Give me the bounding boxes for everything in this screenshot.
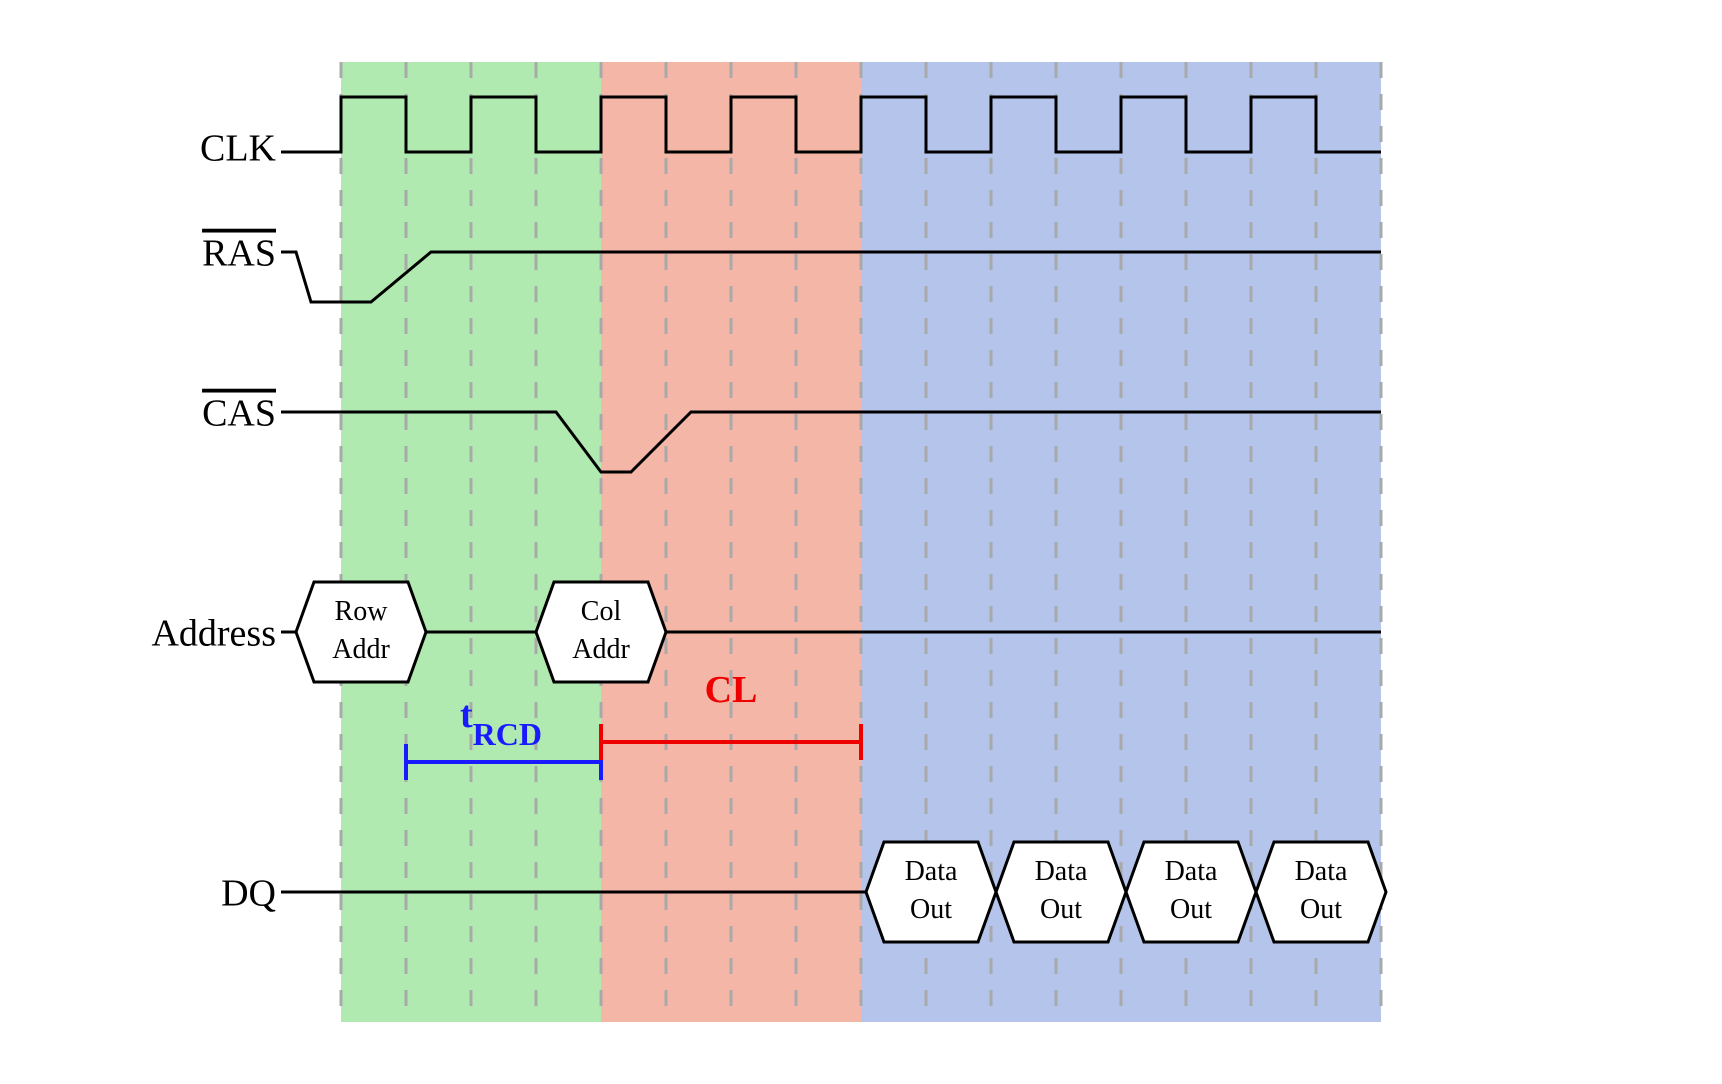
cas-label: CAS (202, 393, 276, 435)
hex-label: Out (1170, 894, 1212, 925)
clk-label: CLK (200, 128, 277, 170)
hex-label: Data (1035, 856, 1088, 887)
hex-label: Out (1300, 894, 1342, 925)
hex-label: Row (335, 596, 389, 627)
dq-label: DQ (221, 873, 276, 915)
hex-label: Out (1040, 894, 1082, 925)
hex-label: Addr (332, 634, 390, 665)
hex-label: Data (1295, 856, 1348, 887)
hex-label: Data (1165, 856, 1218, 887)
hex-label: Out (910, 894, 952, 925)
timing-label-CL: CL (705, 669, 758, 711)
address-label: Address (151, 613, 276, 655)
hex-label: Col (581, 596, 622, 627)
hex-label: Addr (572, 634, 630, 665)
ras-label: RAS (202, 233, 276, 275)
timing-svg: CLKRASCASRowAddrColAddrAddresstRCDCLData… (101, 42, 1621, 1042)
timing-diagram: CLKRASCASRowAddrColAddrAddresstRCDCLData… (0, 0, 1722, 1084)
hex-label: Data (905, 856, 958, 887)
